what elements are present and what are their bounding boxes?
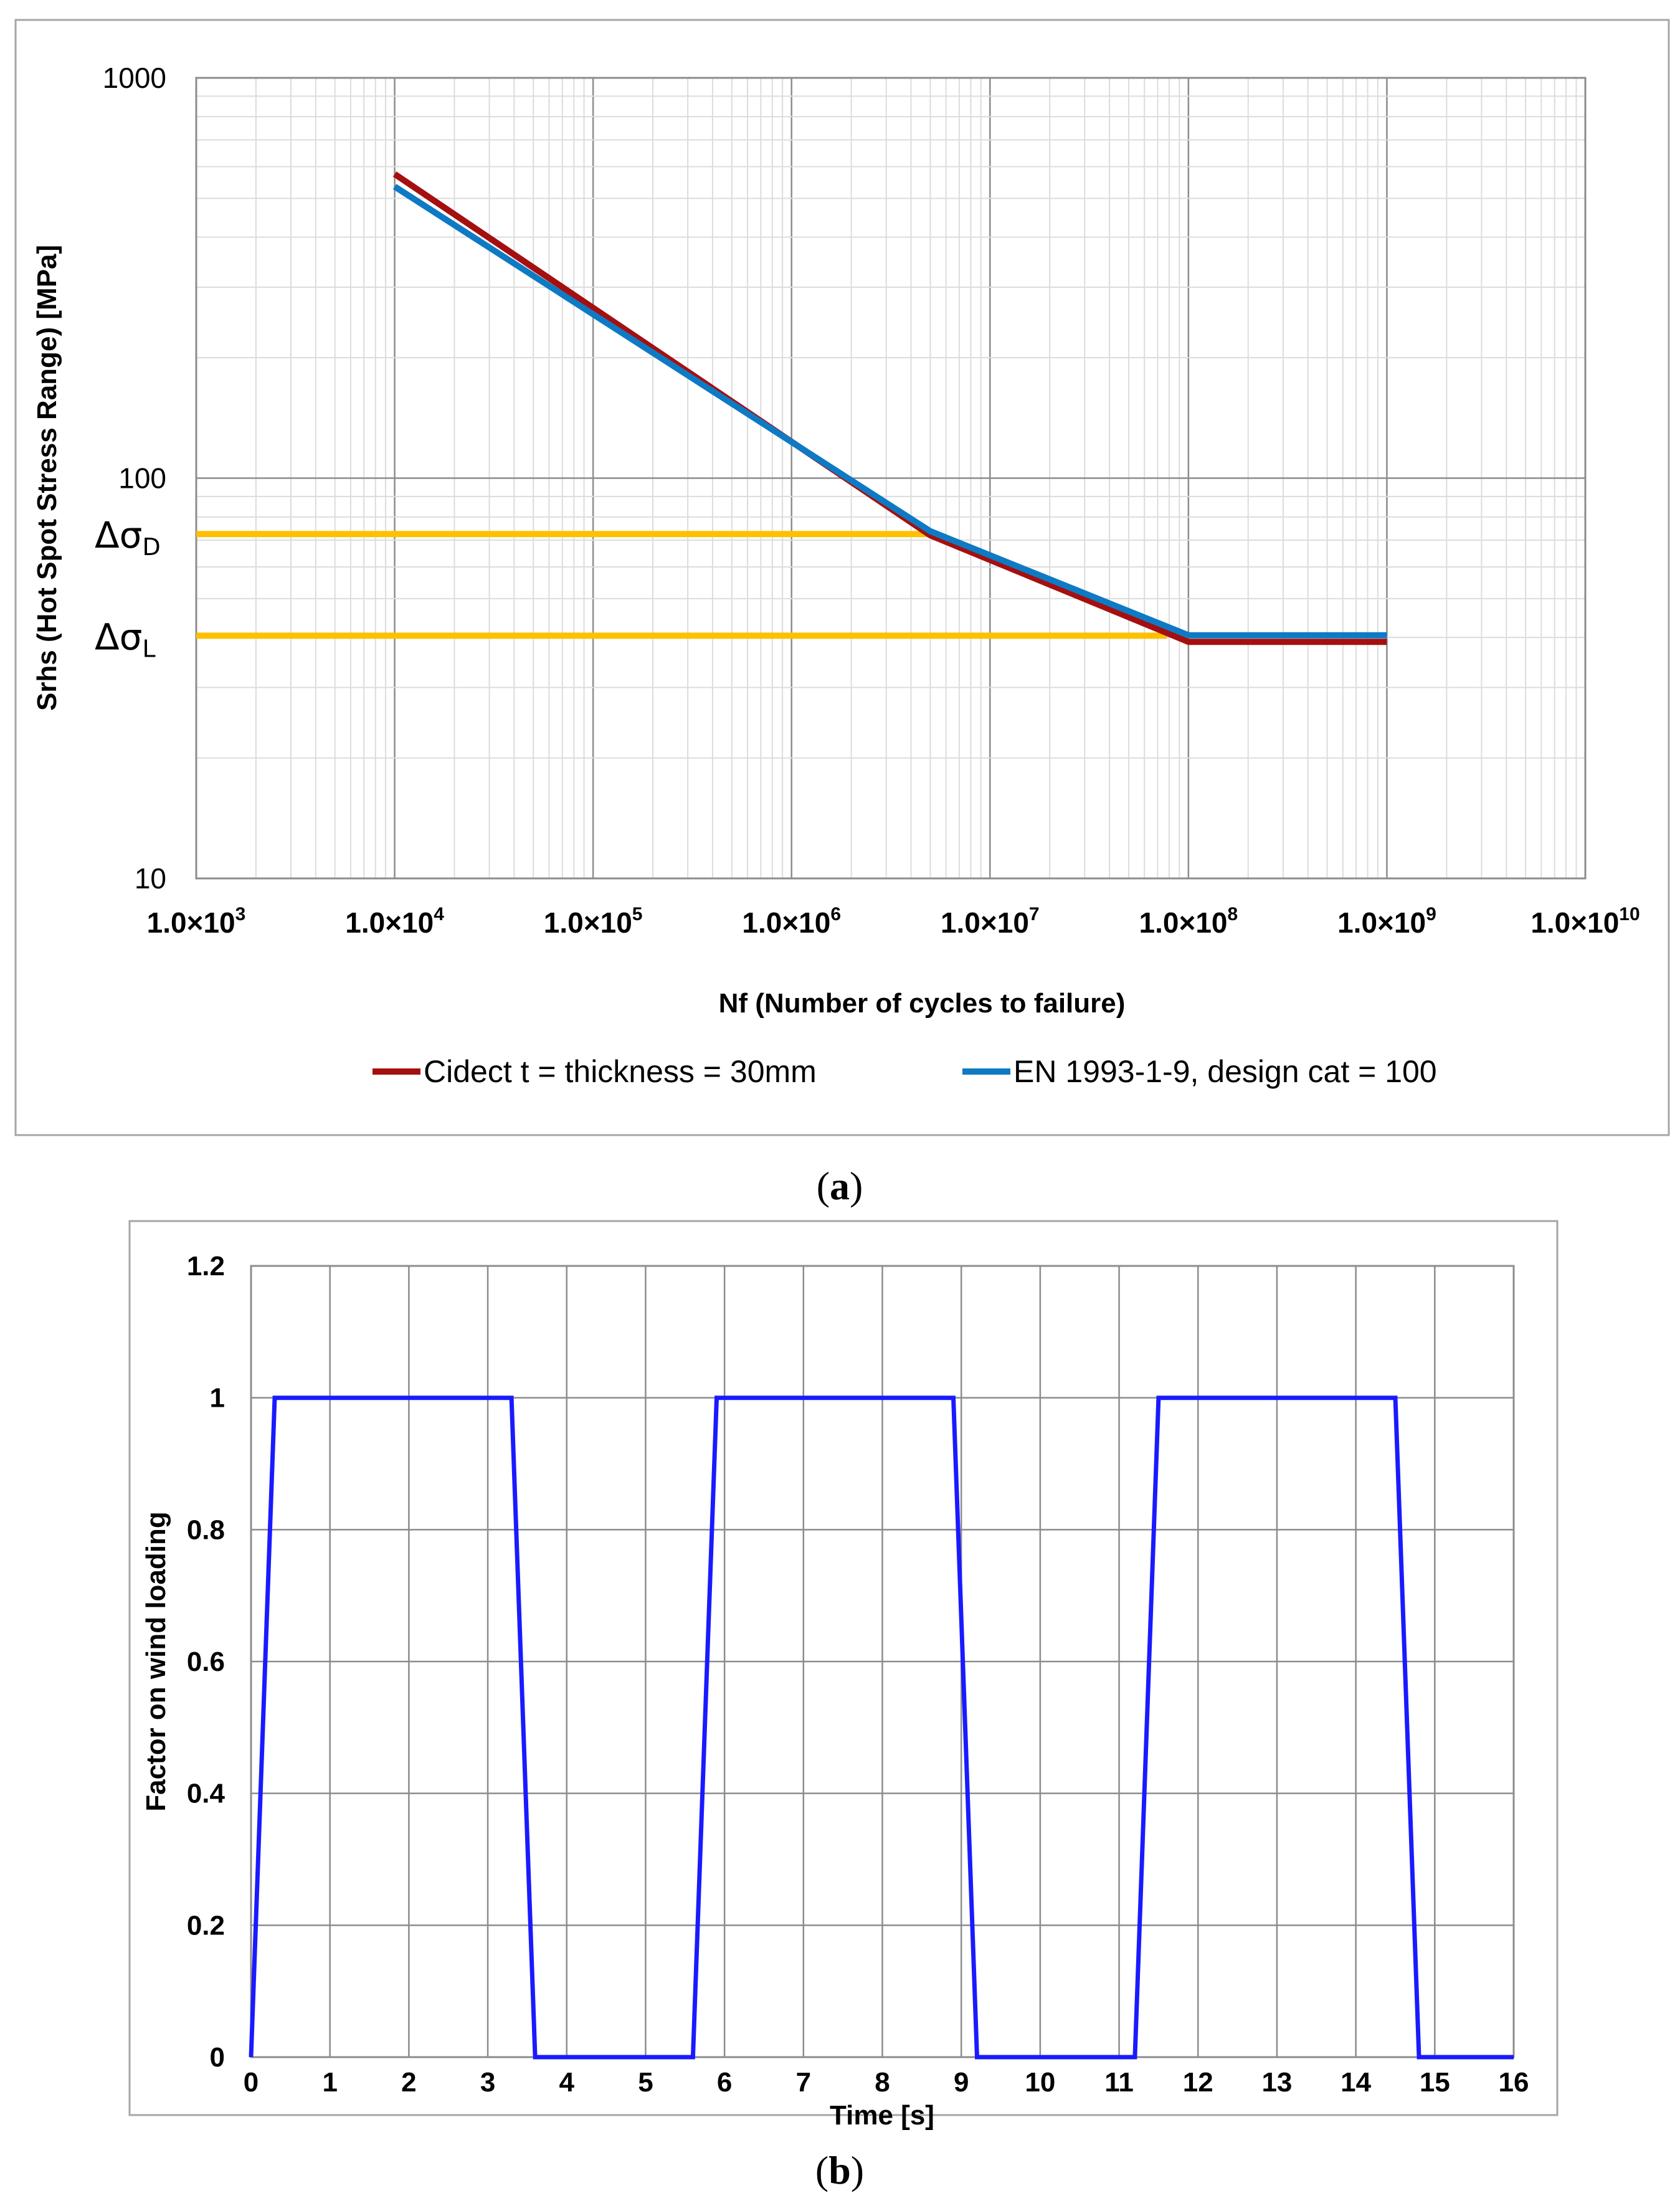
x-tick-label: 3	[480, 2067, 495, 2098]
y-tick-label: 0.8	[187, 1514, 225, 1545]
y-tick-label: 1.2	[187, 1251, 225, 1281]
y-tick-label: 100	[118, 462, 166, 495]
x-tick-label: 9	[954, 2067, 969, 2098]
x-tick-label: 12	[1183, 2067, 1213, 2098]
delta-sigma-d-label: ΔσD	[95, 514, 161, 561]
panel-a-frame	[14, 19, 1670, 1136]
x-tick-label: 1.0×104	[345, 904, 444, 939]
delta-sigma-labels: ΔσD ΔσL	[95, 514, 161, 662]
y-tick-label: 0	[210, 2042, 225, 2073]
y-tick-label: 1000	[103, 62, 166, 94]
series-line-wind-factor	[249, 1396, 1514, 2060]
y-tick-label: 0.4	[187, 1779, 225, 1809]
x-tick-label: 15	[1420, 2067, 1450, 2098]
x-tick-label: 8	[875, 2067, 890, 2098]
x-tick-label: 7	[796, 2067, 811, 2098]
x-tick-label: 1.0×1010	[1531, 904, 1640, 939]
panel-a-legend: Cidect t = thickness = 30mm EN 1993-1-9,…	[373, 1054, 1437, 1089]
panel-a-x-axis-title: Nf (Number of cycles to failure)	[719, 988, 1126, 1019]
x-tick-label: 1	[322, 2067, 337, 2098]
x-tick-label: 1.0×103	[147, 904, 246, 939]
panel-b-y-ticks: 0 0.2 0.4 0.6 0.8 1 1.2	[187, 1251, 225, 2073]
panel-b: 00.20.40.60.811.2 0 1 2 3 4 5 6 7 8 9 10 11 12 13 14 15…	[128, 1220, 1559, 2192]
panel-a-x-ticks: 1.0×103 1.0×104 1.0×105 1.0×106 1.0×107 1.0×1…	[147, 904, 1640, 939]
panel-a-grid	[195, 77, 1587, 880]
series-line-cidect	[392, 171, 1387, 645]
x-tick-label: 1.0×106	[742, 904, 841, 939]
x-tick-label: 0	[244, 2067, 259, 2098]
caption-b: (b)	[815, 2148, 864, 2192]
y-tick-label: 1	[210, 1383, 225, 1414]
x-tick-label: 4	[559, 2067, 575, 2098]
y-tick-label: 10	[135, 862, 166, 895]
x-tick-label: 16	[1499, 2067, 1529, 2098]
panel-b-x-axis-title: Time [s]	[830, 2100, 934, 2131]
panel-a-y-axis-title: Srhs (Hot Spot Stress Range) [MPa]	[32, 245, 62, 711]
panel-a-y-ticks: 10 100 1000	[103, 62, 166, 895]
panel-b-plot-area	[250, 1265, 1515, 2058]
reference-lines	[196, 531, 1167, 639]
panel-b-frame	[128, 1220, 1559, 2116]
legend-label-cidect: Cidect t = thickness = 30mm	[424, 1054, 817, 1089]
panel-a-series	[392, 171, 1387, 645]
x-tick-label: 1.0×108	[1139, 904, 1238, 939]
y-tick-label: 0.6	[187, 1647, 225, 1677]
x-tick-label: 1.0×109	[1337, 904, 1436, 939]
panel-b-y-axis-title: Factor on wind loading	[141, 1511, 171, 1812]
x-tick-label: 1.0×105	[544, 904, 643, 939]
legend-label-en1993: EN 1993-1-9, design cat = 100	[1013, 1054, 1437, 1089]
x-tick-label: 2	[401, 2067, 416, 2098]
series-line-en1993	[392, 184, 1387, 639]
panel-b-series	[249, 1396, 1514, 2060]
x-tick-label: 6	[717, 2067, 732, 2098]
y-tick-label: 0.2	[187, 1910, 225, 1941]
x-tick-label: 11	[1104, 2067, 1134, 2098]
delta-sigma-l-label: ΔσL	[95, 616, 156, 662]
x-tick-label: 13	[1261, 2067, 1292, 2098]
x-tick-label: 10	[1025, 2067, 1055, 2098]
panel-a-plot-area	[195, 77, 1587, 880]
caption-a: (a)	[817, 1164, 863, 1208]
x-tick-label: 14	[1341, 2067, 1371, 2098]
x-tick-label: 5	[638, 2067, 653, 2098]
panel-b-x-ticks: 0 1 2 3 4 5 6 7 8 9 10 11 12 13 14 15 16	[244, 2067, 1529, 2098]
x-tick-label: 1.0×107	[941, 904, 1040, 939]
